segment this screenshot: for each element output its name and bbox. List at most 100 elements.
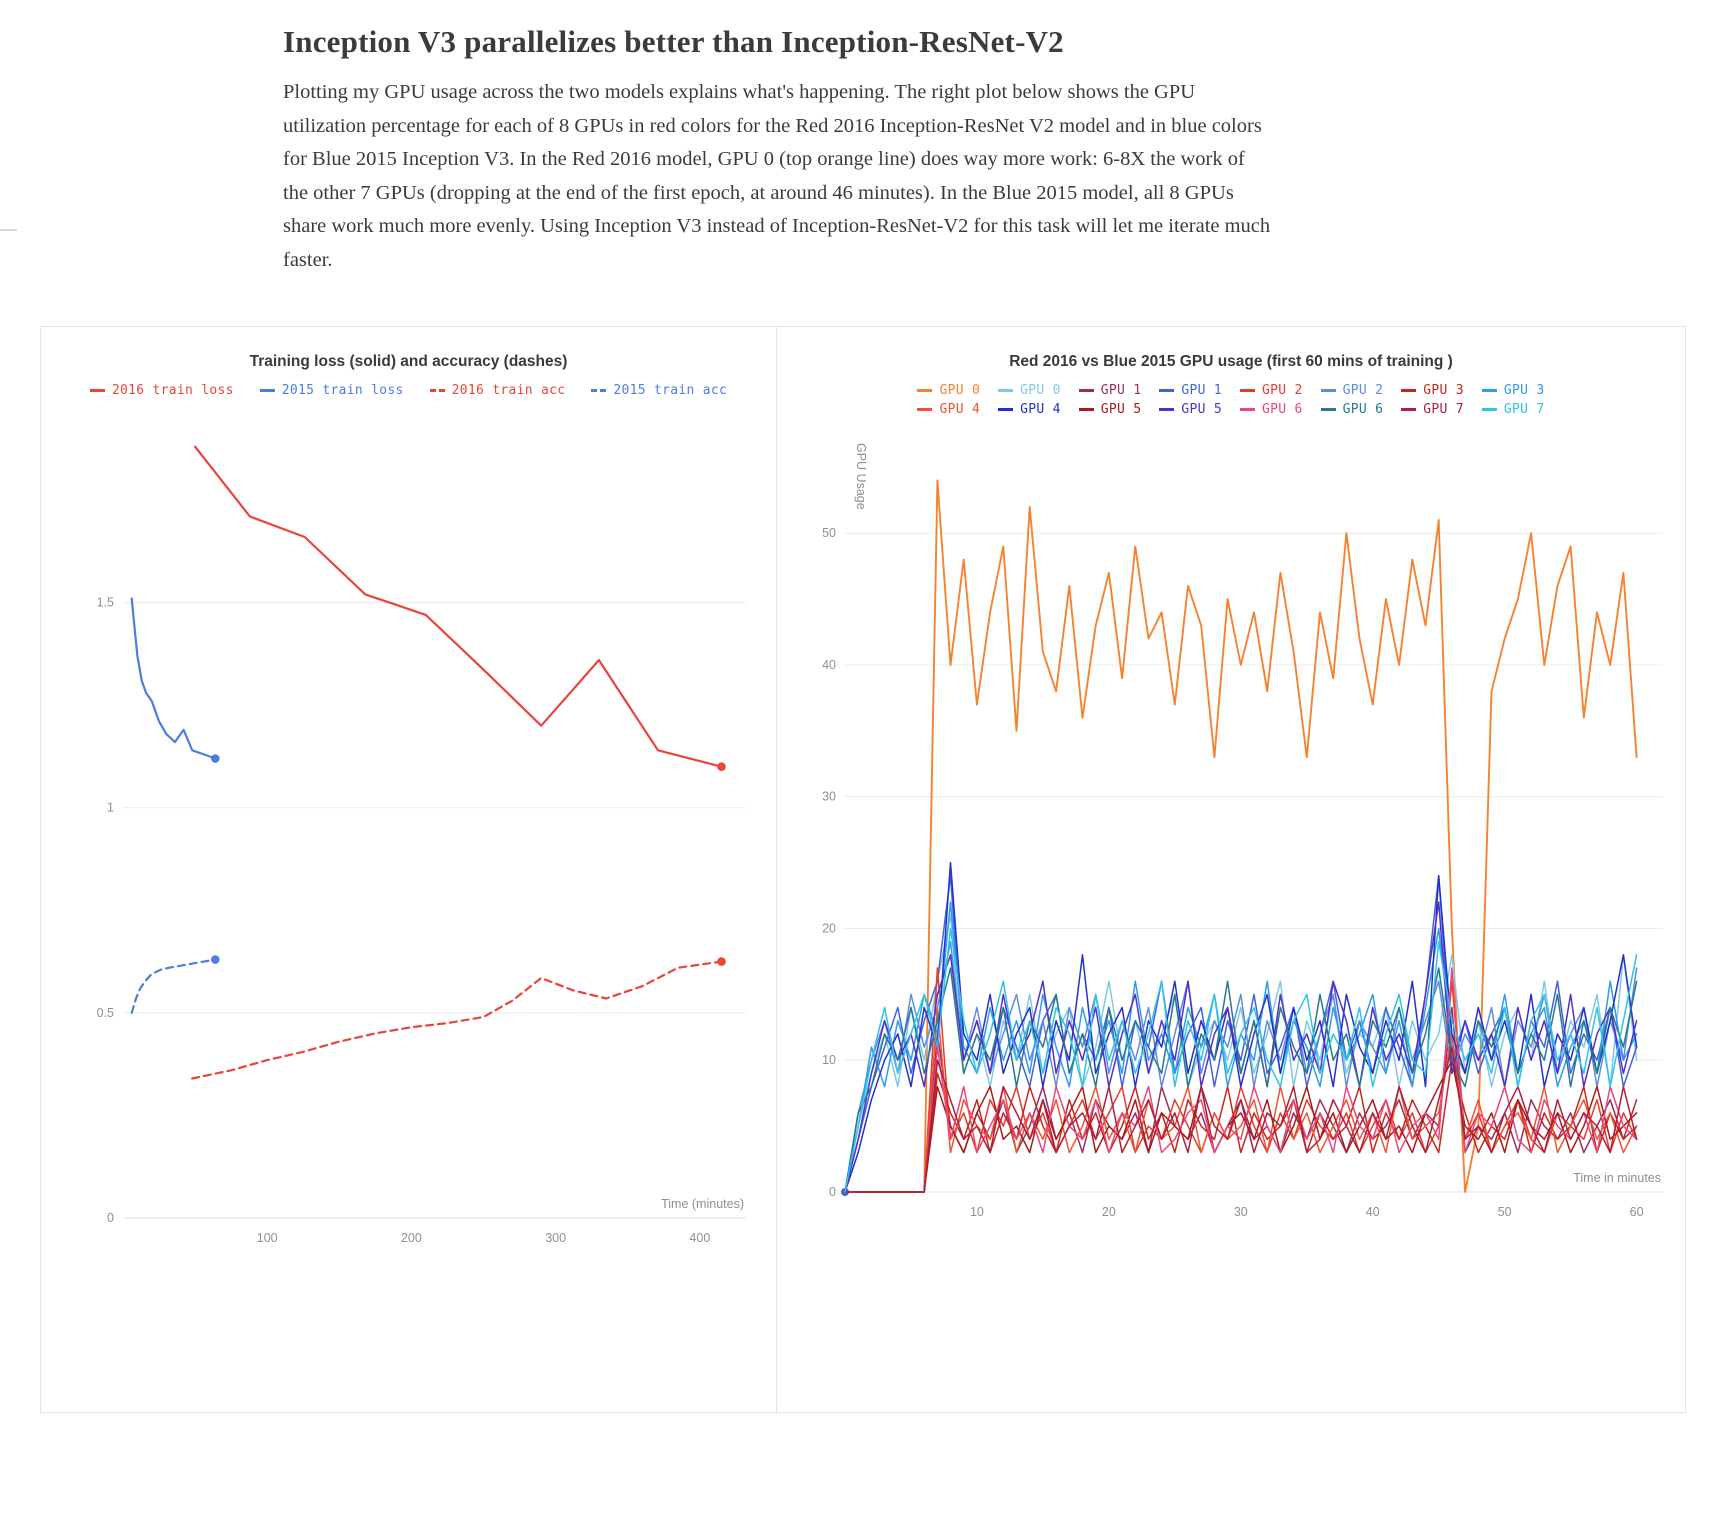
legend-item-gpu-1-blue-2015[interactable]: GPU 1 [1159,383,1222,398]
legend-label-gpu-5-blue-2015: GPU 5 [1181,401,1222,417]
legend-label-2016-train-loss: 2016 train loss [111,382,234,398]
legend-item-gpu-5-blue-2015[interactable]: GPU 5 [1159,402,1222,417]
legend-label-gpu-3-blue-2015: GPU 3 [1503,382,1545,398]
legend-item-2015-train-loss[interactable]: 2015 train loss [259,382,404,398]
legend-item-gpu-6-red-2016[interactable]: GPU 6 [1240,402,1303,417]
legend-training-loss: 2016 train loss 2015 train loss 2016 train… [61,383,756,398]
series-gpu-3-red-2016 [844,1059,1638,1193]
legend-item-gpu-2-red-2016[interactable]: GPU 2 [1240,383,1303,398]
series-end-dot-2015-train-acc [210,954,220,964]
legend-swatch-2016-train-acc [429,388,445,392]
x-tick-label-40: 40 [1366,1205,1380,1219]
legend-swatch-2016-train-loss [89,388,105,392]
series-end-dot-2016-train-acc [717,956,726,966]
panel-training-loss: Training loss (solid) and accuracy (dash… [41,327,776,1412]
y-tick-label-0: 0 [107,1211,114,1225]
legend-swatch-gpu-4-red-2016 [917,407,933,411]
legend-item-gpu-0-blue-2015[interactable]: GPU 0 [998,383,1061,398]
legend-swatch-gpu-0-red-2016 [917,388,933,392]
y-tick-label-1.5: 1.5 [97,595,114,609]
series-2016-train-acc [191,960,723,1080]
legend-swatch-gpu-2-blue-2015 [1320,388,1336,392]
legend-item-gpu-0-red-2016[interactable]: GPU 0 [917,383,980,398]
legend-item-gpu-4-blue-2015[interactable]: GPU 4 [998,402,1061,417]
y-axis-label: GPU Usage [854,443,868,510]
legend-item-gpu-2-blue-2015[interactable]: GPU 2 [1320,382,1384,398]
legend-swatch-gpu-5-blue-2015 [1159,407,1175,411]
legend-label-gpu-7-blue-2015: GPU 7 [1503,401,1545,417]
x-axis-label: Time in minutes [1573,1171,1661,1185]
x-tick-label-300: 300 [545,1231,566,1245]
series-2015-train-acc [130,958,217,1014]
series-gpu-7-red-2016 [844,1046,1638,1193]
panel-gpu-usage: Red 2016 vs Blue 2015 GPU usage (first 6… [776,326,1685,1412]
training-loss-chart[interactable]: 0 0.5 1 1.5 100 200 300 400 Time (minutes) [61,406,756,1286]
legend-item-gpu-4-red-2016[interactable]: GPU 4 [917,402,980,417]
legend-item-gpu-6-blue-2015[interactable]: GPU 6 [1320,402,1384,417]
legend-label-2015-train-acc: 2015 train acc [613,382,728,398]
y-tick-label-30: 30 [822,789,836,803]
legend-swatch-gpu-6-red-2016 [1240,407,1255,411]
x-tick-label-30: 30 [1234,1205,1248,1219]
series-gpu-6-blue-2015 [844,966,1638,1193]
y-tick-label-20: 20 [822,921,836,935]
series-gpu-5-red-2016 [844,1059,1638,1193]
legend-label-gpu-4-red-2016: GPU 4 [939,401,981,417]
series-gpu-4-blue-2015 [844,861,1638,1193]
series-gpu-6-red-2016 [844,966,1638,1193]
legend-label-gpu-1-blue-2015: GPU 1 [1181,382,1222,398]
legend-label-gpu-4-blue-2015: GPU 4 [1020,401,1061,417]
y-tick-label-0.5: 0.5 [97,1006,114,1020]
series-2016-train-loss [194,445,723,768]
y-tick-label-40: 40 [822,658,836,672]
legend-swatch-gpu-5-red-2016 [1078,407,1094,411]
legend-item-2015-train-acc[interactable]: 2015 train acc [591,383,727,398]
legend-item-gpu-7-red-2016[interactable]: GPU 7 [1401,402,1464,417]
page-title: Inception V3 parallelizes better than In… [283,24,1064,59]
legend-label-gpu-0-blue-2015: GPU 0 [1020,382,1061,398]
panel-grid: Training loss (solid) and accuracy (dash… [40,325,1686,1413]
legend-gpu-usage: GPU 0 GPU 0 GPU 1 GPU 1 GPU 2 GPU 2 GPU 3 GPU 3… [911,383,1551,417]
legend-item-2016-train-acc[interactable]: 2016 train acc [429,382,566,398]
legend-label-gpu-2-blue-2015: GPU 2 [1342,382,1384,398]
x-tick-label-400: 400 [689,1231,710,1245]
legend-swatch-gpu-6-blue-2015 [1320,407,1336,411]
legend-swatch-gpu-7-blue-2015 [1481,407,1497,411]
legend-item-gpu-5-red-2016[interactable]: GPU 5 [1078,401,1142,417]
y-tick-label-0: 0 [829,1185,836,1199]
legend-swatch-gpu-3-red-2016 [1401,388,1417,392]
legend-swatch-gpu-2-red-2016 [1240,388,1255,392]
series-end-dot-2015-train-loss [210,753,220,763]
series-2015-train-loss [130,597,217,760]
x-tick-label-10: 10 [970,1205,984,1219]
legend-label-gpu-5-red-2016: GPU 5 [1100,401,1142,417]
legend-item-2016-train-loss[interactable]: 2016 train loss [89,382,234,398]
legend-swatch-gpu-3-blue-2015 [1481,388,1497,392]
legend-item-gpu-1-red-2016[interactable]: GPU 1 [1078,382,1142,398]
x-tick-label-20: 20 [1102,1205,1116,1219]
legend-label-gpu-2-red-2016: GPU 2 [1262,382,1303,398]
report-header: Inception V3 parallelizes better than In… [283,24,1273,278]
y-tick-label-50: 50 [822,526,836,540]
y-tick-label-10: 10 [822,1053,836,1067]
chart-title-gpu-usage: Red 2016 vs Blue 2015 GPU usage (first 6… [1009,352,1453,370]
series-gpu-2-red-2016 [844,966,1638,1193]
legend-label-2015-train-loss: 2015 train loss [281,382,404,398]
legend-item-gpu-3-red-2016[interactable]: GPU 3 [1401,383,1464,398]
x-tick-label-200: 200 [401,1231,422,1245]
legend-swatch-gpu-4-blue-2015 [998,407,1014,411]
gpu-usage-chart[interactable]: 0 10 20 30 40 50 10 20 30 40 50 60 Time in minutes GP… [797,425,1677,1240]
series-gpu-3-blue-2015 [844,901,1638,1193]
legend-label-2016-train-acc: 2016 train acc [451,382,566,398]
legend-label-gpu-7-red-2016: GPU 7 [1423,401,1464,417]
series-gpu-0-red-2016 [844,479,1638,1193]
left-margin-mark [0,229,17,231]
legend-item-gpu-7-blue-2015[interactable]: GPU 7 [1481,401,1545,417]
legend-label-gpu-1-red-2016: GPU 1 [1100,382,1142,398]
legend-item-gpu-3-blue-2015[interactable]: GPU 3 [1481,382,1545,398]
legend-swatch-gpu-7-red-2016 [1401,407,1417,411]
legend-label-gpu-6-red-2016: GPU 6 [1262,401,1303,417]
legend-swatch-gpu-0-blue-2015 [998,388,1014,392]
legend-swatch-2015-train-loss [259,388,275,392]
legend-swatch-gpu-1-red-2016 [1078,388,1094,392]
